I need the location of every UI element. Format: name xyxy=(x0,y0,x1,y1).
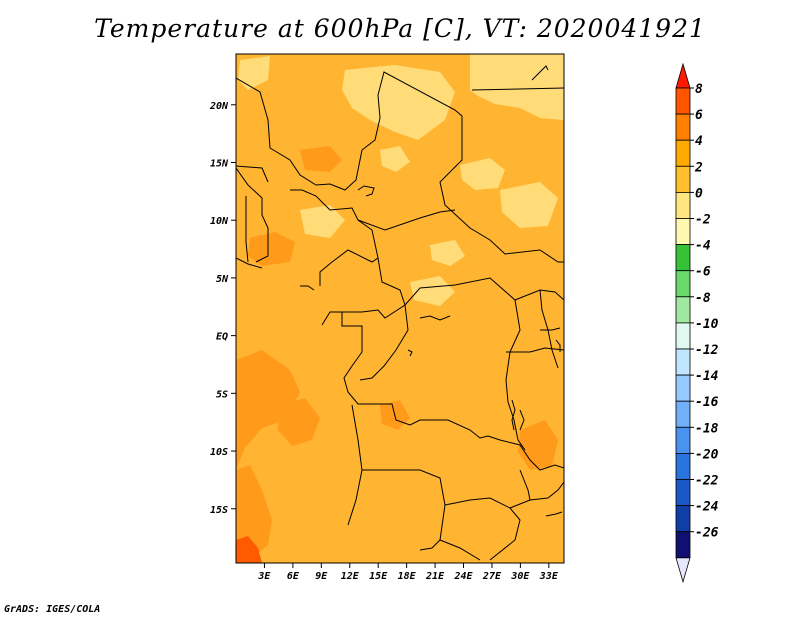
colorbar-level-label: 8 xyxy=(695,82,703,97)
cool-temperature-patches xyxy=(238,54,564,306)
lat-tick-label: 15S xyxy=(210,505,228,516)
colorbar-box xyxy=(675,218,691,246)
colorbar-top-arrow xyxy=(675,62,691,89)
lon-tick-label: 24E xyxy=(453,571,473,582)
lat-tick-label: 10S xyxy=(210,447,228,458)
colorbar-level-label: 2 xyxy=(694,160,703,175)
colorbar-box xyxy=(675,348,691,376)
lon-tick-label: 21E xyxy=(425,571,445,582)
page-title: Temperature at 600hPa [C], VT: 202004192… xyxy=(94,14,706,43)
lat-tick-label: EQ xyxy=(216,332,228,343)
colorbar-box xyxy=(675,479,691,507)
grads-credit: GrADS: IGES/COLA xyxy=(4,604,101,615)
colorbar-legend: 8 6 4 2 0 -2 -4 -6 -8 -10 -12 -14 -16 -18 -20 -22 -24 -26 xyxy=(675,62,719,584)
colorbar-level-label: -16 xyxy=(695,395,719,410)
colorbar-box xyxy=(675,165,691,193)
colorbar-level-label: -26 xyxy=(695,526,719,541)
colorbar-bottom-arrow xyxy=(675,557,691,584)
colorbar-box xyxy=(675,531,691,559)
country-borders xyxy=(236,65,564,561)
colorbar-box xyxy=(675,270,691,298)
longitude-axis: 3E 6E 9E 12E 15E 18E 21E 24E 27E 30E 33E xyxy=(257,563,559,582)
lat-tick-label: 15N xyxy=(210,158,229,169)
colorbar-level-label: -22 xyxy=(695,474,719,489)
colorbar-box xyxy=(675,139,691,167)
colorbar-level-label: -4 xyxy=(695,239,711,254)
colorbar-box xyxy=(675,322,691,350)
latitude-axis: 20N 15N 10N 5N EQ 5S 10S 15S xyxy=(209,101,236,516)
lat-tick-label: 10N xyxy=(210,216,229,227)
colorbar-level-label: -10 xyxy=(695,317,719,332)
colorbar-level-label: 4 xyxy=(695,134,703,149)
plot-frame xyxy=(235,53,565,564)
colorbar-level-label: 0 xyxy=(695,186,703,201)
lon-tick-label: 33E xyxy=(539,571,559,582)
colorbar-box xyxy=(675,374,691,402)
colorbar-level-label: -20 xyxy=(695,447,719,462)
colorbar-level-label: 6 xyxy=(695,108,703,123)
lon-tick-label: 9E xyxy=(315,571,328,582)
lat-tick-label: 20N xyxy=(209,101,229,112)
colorbar-box xyxy=(675,452,691,480)
lon-tick-label: 27E xyxy=(482,571,502,582)
colorbar-box xyxy=(675,505,691,533)
colorbar-box xyxy=(675,400,691,428)
lat-tick-label: 5N xyxy=(216,274,229,285)
colorbar-box xyxy=(675,296,691,324)
hot-temperature-patch xyxy=(236,536,262,563)
lon-tick-label: 6E xyxy=(287,571,300,582)
lon-tick-label: 3E xyxy=(257,571,271,582)
colorbar-box xyxy=(675,244,691,272)
colorbar-box xyxy=(675,191,691,219)
lon-tick-label: 15E xyxy=(369,571,388,582)
lat-tick-label: 5S xyxy=(216,389,228,400)
colorbar-level-label: -12 xyxy=(695,343,719,358)
colorbar-level-label: -2 xyxy=(695,213,711,228)
lon-tick-label: 18E xyxy=(398,571,417,582)
lon-tick-label: 12E xyxy=(341,571,360,582)
colorbar-level-label: -14 xyxy=(695,369,719,384)
colorbar-box xyxy=(675,87,691,115)
lon-tick-label: 30E xyxy=(510,571,530,582)
colorbar-level-label: -24 xyxy=(695,500,719,515)
colorbar-level-label: -18 xyxy=(695,421,719,436)
temperature-field xyxy=(236,54,564,563)
colorbar-level-label: -6 xyxy=(695,265,711,280)
colorbar-level-label: -8 xyxy=(695,291,711,306)
colorbar-box xyxy=(675,113,691,141)
colorbar-box xyxy=(675,426,691,454)
